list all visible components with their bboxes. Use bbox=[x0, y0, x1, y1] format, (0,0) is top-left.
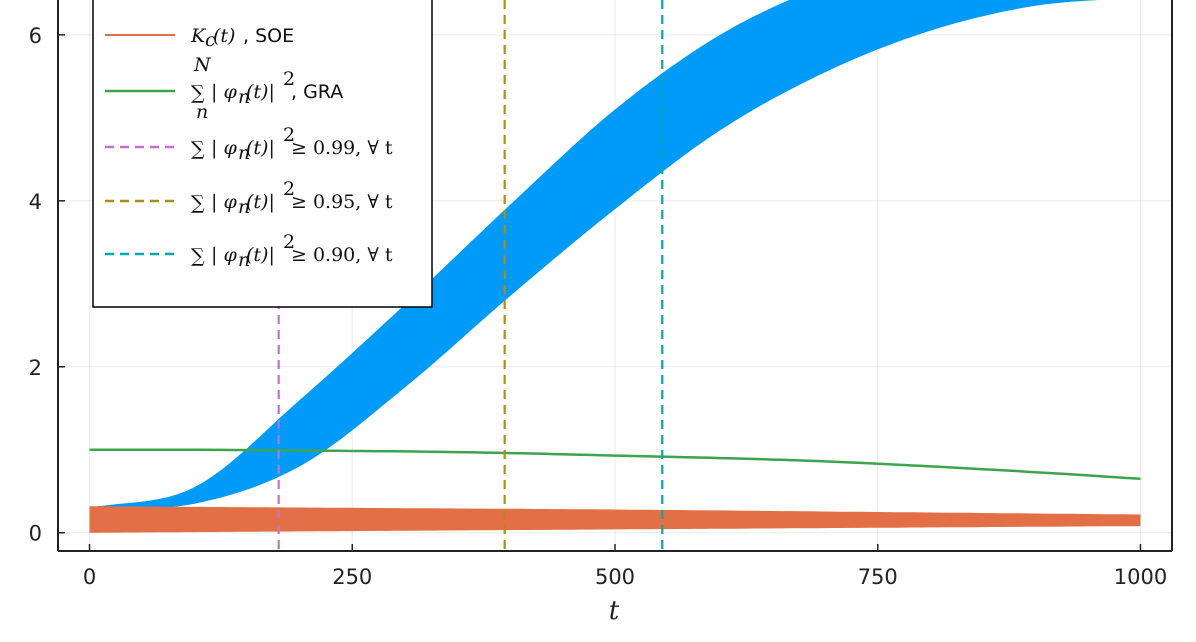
legend-sum-symbol: ∑ bbox=[191, 245, 205, 267]
legend-label-main: K bbox=[190, 25, 207, 47]
legend-label-rest: (t) bbox=[213, 25, 235, 47]
legend-label-rest: (t)| bbox=[246, 81, 275, 103]
y-tick-label: 6 bbox=[29, 24, 42, 48]
legend-label-sub: n bbox=[238, 86, 250, 108]
legend-label-sub: n bbox=[238, 249, 250, 271]
legend-sum-symbol: ∑ bbox=[191, 138, 205, 160]
legend-label-main: | φ bbox=[211, 191, 237, 213]
legend-label-sup: 2 bbox=[283, 124, 295, 146]
legend-label-text: ≥ 0.90, ∀ t bbox=[291, 244, 393, 266]
legend-entry-1: ∑Nn| φ n(t)|2, GRA bbox=[191, 54, 343, 123]
legend-entry-4: ∑ | φ n(t)| 2 ≥ 0.90, ∀ t bbox=[191, 231, 393, 271]
x-tick-label: 1000 bbox=[1114, 565, 1167, 589]
series-line-1 bbox=[89, 448, 1141, 481]
legend-sum-symbol: ∑ bbox=[191, 192, 205, 214]
band-e26f46 bbox=[89, 506, 1141, 533]
legend-label-main: | φ bbox=[211, 81, 237, 103]
x-tick-label: 500 bbox=[595, 565, 635, 589]
legend-label-text: ≥ 0.99, ∀ t bbox=[291, 137, 393, 159]
legend-box bbox=[92, 0, 433, 308]
legend-sum-bottom: n bbox=[196, 101, 208, 123]
legend-sum-symbol: ∑ bbox=[191, 82, 205, 104]
legend-entry-3: ∑ | φ n(t)| 2 ≥ 0.95, ∀ t bbox=[191, 178, 393, 218]
y-tick-label: 0 bbox=[29, 522, 42, 546]
legend-label-sup: 2 bbox=[283, 231, 295, 253]
legend-label-rest: (t)| bbox=[246, 137, 275, 159]
x-tick-label: 750 bbox=[858, 565, 898, 589]
axes bbox=[57, 0, 1173, 552]
x-tick-label: 250 bbox=[332, 565, 372, 589]
legend-label-rest: (t)| bbox=[246, 191, 275, 213]
legend-sum-top: N bbox=[193, 54, 212, 76]
legend-label-sub: n bbox=[238, 142, 250, 164]
band-009af9 bbox=[89, 0, 1099, 510]
y-tick-label: 2 bbox=[29, 356, 42, 380]
y-tick-label: 4 bbox=[29, 190, 42, 214]
legend-label-sup: 2 bbox=[283, 68, 295, 90]
legend-label-main: | φ bbox=[211, 244, 237, 266]
legend-label-sup: 2 bbox=[283, 178, 295, 200]
legend-label-text: , SOE bbox=[243, 25, 294, 47]
legend-label-sub: n bbox=[238, 196, 250, 218]
x-axis-title: t bbox=[609, 596, 620, 626]
legend-label-text: , GRA bbox=[291, 81, 343, 103]
legend-label-main: | φ bbox=[211, 137, 237, 159]
legend-label-text: ≥ 0.95, ∀ t bbox=[291, 191, 393, 213]
legend-label-rest: (t)| bbox=[246, 244, 275, 266]
tick-labels: 0 250 500 750 1000 0 2 4 6 bbox=[29, 24, 1168, 589]
legend-label-sub: c bbox=[205, 29, 216, 51]
x-tick-label: 0 bbox=[83, 565, 96, 589]
legend-entry-2: ∑ | φ n(t)| 2 ≥ 0.99, ∀ t bbox=[191, 124, 393, 164]
